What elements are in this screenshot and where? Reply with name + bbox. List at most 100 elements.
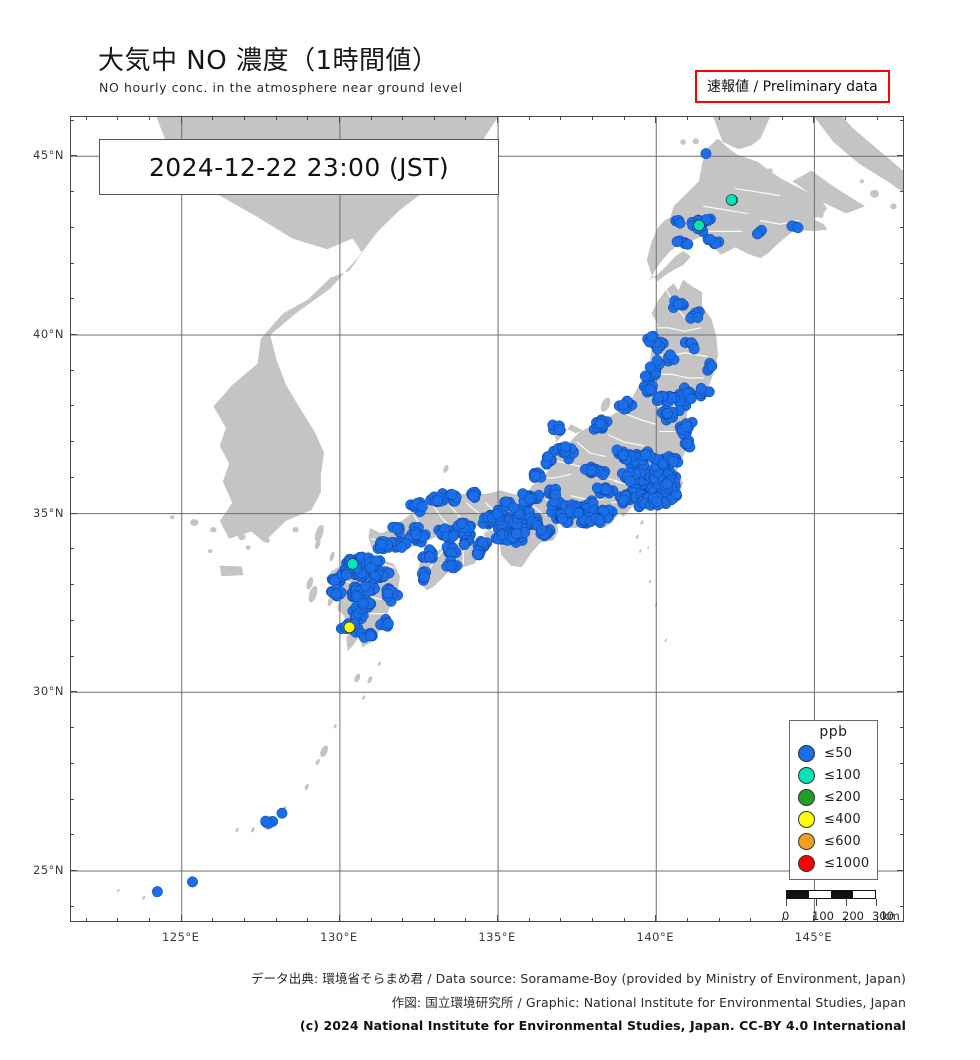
axis-minor-tick bbox=[900, 548, 904, 550]
station-point[interactable] bbox=[524, 493, 536, 505]
station-point[interactable] bbox=[396, 541, 408, 553]
station-point[interactable] bbox=[341, 569, 353, 581]
station-point-highlight[interactable] bbox=[693, 219, 705, 232]
station-point[interactable] bbox=[365, 562, 377, 574]
station-point[interactable] bbox=[572, 507, 584, 519]
station-point[interactable] bbox=[391, 523, 403, 535]
station-point[interactable] bbox=[652, 391, 664, 403]
station-point[interactable] bbox=[591, 482, 603, 494]
station-point[interactable] bbox=[432, 495, 443, 507]
station-point[interactable] bbox=[594, 418, 606, 430]
station-point[interactable] bbox=[491, 508, 503, 520]
station-point[interactable] bbox=[593, 514, 605, 526]
station-point[interactable] bbox=[681, 421, 693, 432]
station-point[interactable] bbox=[672, 298, 684, 310]
station-point-highlight[interactable] bbox=[725, 194, 738, 206]
legend-item[interactable]: ≤400 bbox=[790, 808, 877, 830]
station-point[interactable] bbox=[751, 228, 763, 240]
station-point[interactable] bbox=[542, 451, 554, 463]
station-point[interactable] bbox=[447, 530, 459, 542]
station-point[interactable] bbox=[685, 393, 697, 405]
station-point[interactable] bbox=[681, 438, 693, 449]
station-point[interactable] bbox=[472, 549, 483, 561]
station-point[interactable] bbox=[651, 355, 663, 366]
station-point[interactable] bbox=[151, 886, 163, 898]
station-point[interactable] bbox=[446, 488, 458, 500]
station-point[interactable] bbox=[260, 815, 272, 827]
station-point[interactable] bbox=[330, 588, 342, 600]
station-point-highlight[interactable] bbox=[343, 621, 356, 633]
axis-minor-tick bbox=[560, 116, 562, 120]
station-point[interactable] bbox=[586, 465, 598, 477]
legend-item[interactable]: ≤100 bbox=[790, 764, 877, 786]
station-point[interactable] bbox=[359, 580, 371, 592]
station-point[interactable] bbox=[445, 560, 457, 572]
station-point[interactable] bbox=[410, 529, 422, 541]
station-point[interactable] bbox=[682, 238, 694, 250]
station-point[interactable] bbox=[668, 455, 679, 467]
axis-minor-tick bbox=[781, 918, 783, 922]
station-point[interactable] bbox=[661, 478, 673, 490]
station-point[interactable] bbox=[600, 484, 612, 496]
station-point[interactable] bbox=[500, 496, 512, 508]
station-point[interactable] bbox=[640, 449, 652, 461]
station-point[interactable] bbox=[276, 807, 288, 819]
station-point[interactable] bbox=[557, 513, 569, 525]
axis-minor-tick bbox=[243, 116, 245, 120]
axis-minor-tick bbox=[212, 116, 214, 120]
station-point[interactable] bbox=[671, 236, 683, 248]
station-point[interactable] bbox=[651, 495, 663, 507]
station-point[interactable] bbox=[456, 517, 468, 529]
scale-label: 100 bbox=[812, 909, 834, 923]
station-point[interactable] bbox=[382, 618, 394, 630]
station-point[interactable] bbox=[382, 588, 394, 600]
station-point[interactable] bbox=[692, 312, 704, 323]
station-point[interactable] bbox=[646, 331, 657, 343]
station-point[interactable] bbox=[664, 349, 676, 361]
axis-minor-tick bbox=[900, 369, 904, 371]
legend-item[interactable]: ≤1000 bbox=[790, 852, 877, 874]
axis-minor-tick bbox=[591, 116, 593, 120]
map-plot-area[interactable] bbox=[70, 116, 904, 922]
footer-data-source: データ出典: 環境省そらまめ君 / Data source: Soramame-… bbox=[250, 971, 906, 986]
station-point[interactable] bbox=[792, 222, 804, 234]
station-point[interactable] bbox=[618, 494, 630, 506]
station-point[interactable] bbox=[618, 449, 629, 461]
legend-item[interactable]: ≤200 bbox=[790, 786, 877, 808]
lat-tick-label: 40°N bbox=[33, 326, 64, 341]
axis-minor-tick bbox=[813, 116, 815, 123]
station-point[interactable] bbox=[674, 217, 686, 229]
station-point[interactable] bbox=[700, 148, 712, 160]
station-point[interactable] bbox=[419, 571, 431, 583]
station-point[interactable] bbox=[704, 233, 716, 245]
station-point[interactable] bbox=[536, 524, 547, 536]
station-point[interactable] bbox=[639, 370, 651, 382]
station-point[interactable] bbox=[554, 424, 566, 436]
station-point[interactable] bbox=[661, 408, 673, 419]
station-point[interactable] bbox=[510, 528, 522, 540]
station-point[interactable] bbox=[688, 343, 700, 355]
station-point[interactable] bbox=[187, 876, 198, 888]
legend-color-swatch-icon bbox=[798, 766, 815, 784]
axis-minor-tick bbox=[275, 116, 277, 120]
station-point[interactable] bbox=[376, 539, 388, 551]
station-point[interactable] bbox=[507, 502, 519, 514]
station-point[interactable] bbox=[423, 551, 435, 563]
station-point[interactable] bbox=[644, 383, 656, 395]
station-point[interactable] bbox=[624, 475, 636, 487]
station-point[interactable] bbox=[695, 382, 707, 394]
station-point[interactable] bbox=[559, 441, 571, 453]
station-point[interactable] bbox=[617, 399, 629, 411]
station-point[interactable] bbox=[416, 501, 428, 513]
station-point[interactable] bbox=[468, 490, 480, 502]
legend-item[interactable]: ≤50 bbox=[790, 742, 877, 764]
legend-item[interactable]: ≤600 bbox=[790, 830, 877, 852]
station-point[interactable] bbox=[357, 597, 369, 609]
station-point[interactable] bbox=[458, 539, 470, 551]
station-point[interactable] bbox=[706, 360, 718, 372]
station-point[interactable] bbox=[365, 630, 376, 642]
station-point[interactable] bbox=[550, 489, 562, 500]
station-point-highlight[interactable] bbox=[346, 558, 359, 570]
station-point[interactable] bbox=[530, 470, 541, 482]
